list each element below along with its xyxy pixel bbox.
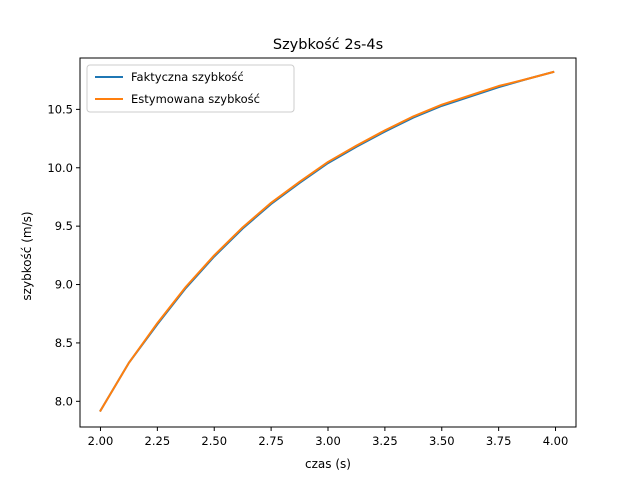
- series-line-2: [99, 70, 555, 413]
- x-tick-label: 3.50: [429, 434, 455, 448]
- y-tick-label: 9.5: [55, 219, 73, 233]
- x-tick-label: 2.50: [201, 434, 227, 448]
- x-tick-label: 3.25: [372, 434, 398, 448]
- legend-label-1: Faktyczna szybkość: [131, 70, 244, 84]
- x-tick-label: 3.00: [315, 434, 341, 448]
- y-tick-label: 9.0: [55, 278, 73, 292]
- x-tick-label: 2.25: [145, 434, 171, 448]
- y-tick-label: 8.5: [55, 336, 73, 350]
- x-axis-label: czas (s): [305, 457, 351, 471]
- legend-label-2: Estymowana szybkość: [131, 92, 260, 106]
- chart-title: Szybkość 2s-4s: [273, 37, 383, 53]
- y-tick-label: 10.5: [47, 102, 73, 116]
- series-layer: [99, 70, 555, 413]
- axes-layer: 2.00 2.25 2.50 2.75 3.00 3.25 3.50 3.75 4.00 8.0 8…: [47, 57, 577, 448]
- x-tick-label: 2.00: [88, 434, 114, 448]
- x-tick-label: 3.75: [486, 434, 512, 448]
- x-tick-label: 4.00: [543, 434, 569, 448]
- x-tick-label: 2.75: [258, 434, 284, 448]
- legend: Faktyczna szybkość Estymowana szybkość: [86, 64, 295, 113]
- legend-box: [86, 64, 295, 113]
- y-tick-label: 10.0: [47, 161, 73, 175]
- y-axis-label: szybkość (m/s): [20, 211, 34, 300]
- y-tick-label: 8.0: [55, 394, 73, 408]
